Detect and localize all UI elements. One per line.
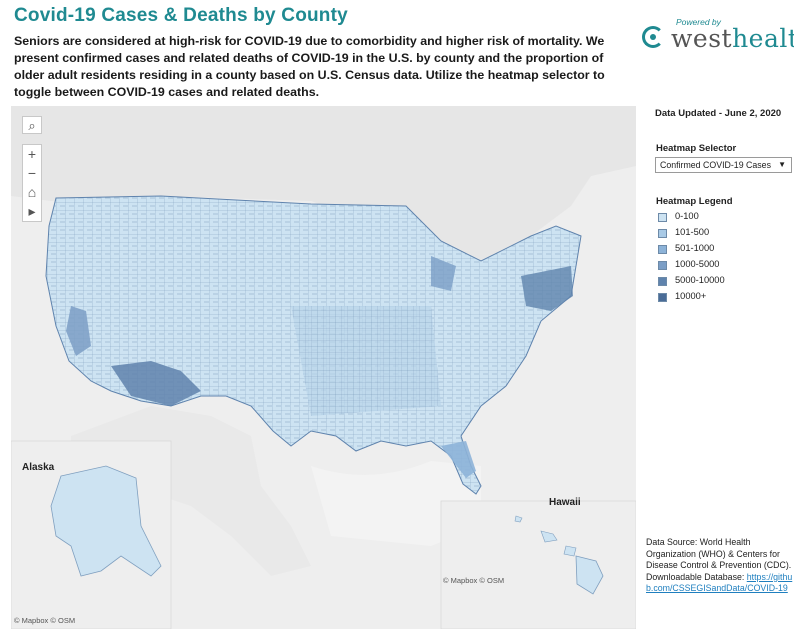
map-search-button[interactable]: ⌕ <box>22 116 42 134</box>
search-icon: ⌕ <box>28 118 36 133</box>
data-source: Data Source: World Health Organization (… <box>646 537 794 595</box>
logo-powered-by: Powered by <box>676 17 721 27</box>
legend-label: 10000+ <box>675 291 707 301</box>
legend-label: 5000-10000 <box>675 275 725 285</box>
heatmap-selector-label: Heatmap Selector <box>656 143 737 154</box>
westhealth-logo[interactable]: Powered by westhealth <box>640 16 794 60</box>
logo-wordmark: westhealth <box>671 24 794 53</box>
legend-swatch <box>658 293 667 302</box>
zoom-out-button[interactable]: − <box>27 165 37 181</box>
logo-dot-icon <box>650 34 656 40</box>
map-zoom-controls: + − ⌂ ▸ <box>22 144 42 222</box>
alaska-shape <box>50 465 162 577</box>
page-title: Covid-19 Cases & Deaths by County <box>14 5 348 26</box>
legend-swatch <box>658 277 667 286</box>
play-icon: ▸ <box>28 203 36 219</box>
legend-swatch <box>658 213 667 222</box>
county-heatmap[interactable]: ⌕ + − ⌂ ▸ Alaska Hawaii © Mapbox © OSM ©… <box>11 106 636 629</box>
logo-health: health <box>732 24 794 53</box>
heatmap-legend-title: Heatmap Legend <box>656 196 733 207</box>
legend-swatch <box>658 229 667 238</box>
heatmap-selector-dropdown[interactable]: Confirmed COVID-19 Cases ▼ <box>655 157 792 173</box>
hawaii-label: Hawaii <box>549 497 581 508</box>
data-source-text: Data Source: World Health Organization (… <box>646 537 792 582</box>
logo-west: west <box>671 24 733 53</box>
hawaii-big-island-shape <box>575 555 604 595</box>
map-canvas[interactable] <box>11 106 636 629</box>
legend-label: 501-1000 <box>675 243 715 253</box>
data-source-link[interactable]: https://github.com/CSSEGISandData/COVID-… <box>646 571 793 594</box>
pan-mode-button[interactable]: ▸ <box>23 202 41 221</box>
legend-swatch <box>658 245 667 254</box>
legend-label: 0-100 <box>675 211 699 221</box>
zoom-in-button[interactable]: + <box>27 146 37 162</box>
legend-swatch <box>658 261 667 270</box>
legend-label: 1000-5000 <box>675 259 720 269</box>
home-icon: ⌂ <box>27 184 37 200</box>
page-description: Seniors are considered at high-risk for … <box>14 34 605 99</box>
data-updated-label: Data Updated - June 2, 2020 <box>655 108 782 119</box>
legend-label: 101-500 <box>675 227 710 237</box>
alaska-label: Alaska <box>22 462 55 473</box>
chevron-down-icon: ▼ <box>778 160 786 169</box>
home-button[interactable]: ⌂ <box>23 183 41 202</box>
hawaii-attribution[interactable]: © Mapbox © OSM <box>443 576 505 585</box>
heatmap-selector-value: Confirmed COVID-19 Cases <box>660 160 771 170</box>
logo-ring-icon <box>642 26 664 48</box>
map-attribution[interactable]: © Mapbox © OSM <box>14 616 76 625</box>
